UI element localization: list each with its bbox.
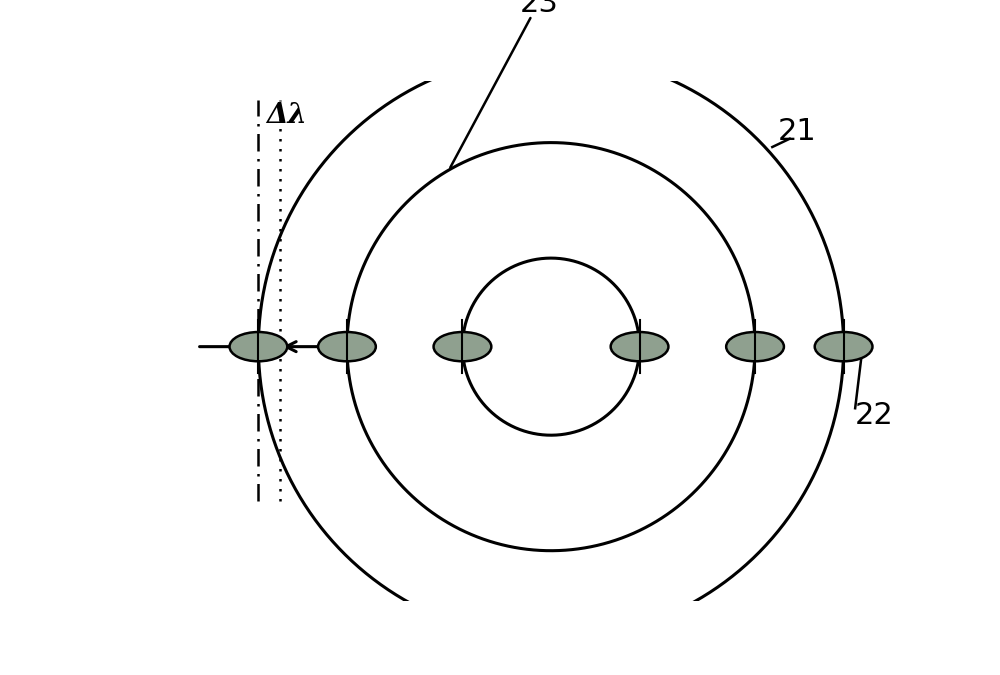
Text: 23: 23: [520, 0, 559, 18]
Text: 22: 22: [855, 402, 894, 431]
Ellipse shape: [726, 332, 784, 361]
Text: 21: 21: [778, 117, 817, 146]
Ellipse shape: [230, 332, 287, 361]
Text: Δλ: Δλ: [266, 102, 307, 129]
Ellipse shape: [611, 332, 668, 361]
Ellipse shape: [434, 332, 491, 361]
Ellipse shape: [815, 332, 872, 361]
Ellipse shape: [318, 332, 376, 361]
